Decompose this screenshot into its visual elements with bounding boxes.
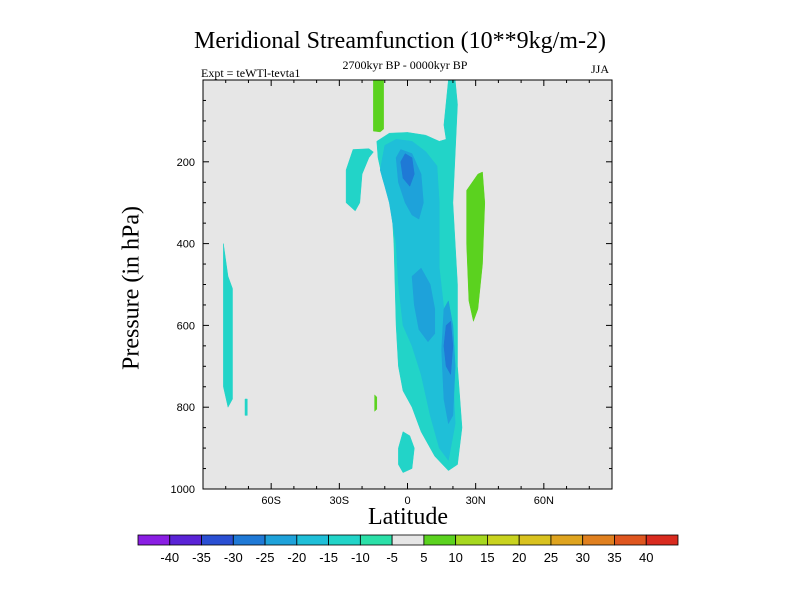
colorbar-box [201,534,234,546]
colorbar-box [487,534,520,546]
colorbar-box [582,534,615,546]
colorbar-label: -35 [192,550,211,565]
x-tick-label: 60S [261,495,281,507]
x-axis-label: Latitude [368,504,448,530]
colorbar-label: -25 [256,550,275,565]
season-label: JJA [591,62,610,76]
colorbar-box [391,534,425,546]
colorbar-box [296,534,329,546]
contour-region-neg-7 [411,267,436,343]
colorbar-label: -15 [319,550,338,565]
colorbar-label: -5 [386,550,398,565]
colorbar-box [455,534,488,546]
y-tick-label: 600 [177,320,195,332]
colorbar-label: 30 [575,550,589,565]
contour-region-pos-12 [466,171,486,322]
contour-region-neg-2 [223,243,233,408]
contour-region-neg-9 [400,153,415,187]
colorbar-box [614,534,647,546]
x-tick-label: 60N [534,495,554,507]
colorbar-label: 25 [544,550,558,565]
colorbar-box [518,534,552,546]
colorbar-box [264,534,298,546]
contour-region-pos-11 [373,79,384,133]
colorbar-box [137,534,171,546]
contour-region-neg-4 [398,431,415,473]
colorbar-label: 20 [512,550,526,565]
colorbar-label: -10 [351,550,370,565]
colorbar-box [169,534,202,546]
period-label: 2700kyr BP - 0000kyr BP [342,58,468,72]
y-tick-label: 200 [177,157,195,169]
colorbar-box [645,534,679,546]
colorbar-box [423,534,457,546]
x-tick-label: 0 [404,495,410,507]
contour-region-neg-10 [443,321,454,375]
x-tick-label: 30N [466,495,486,507]
chart-title: Meridional Streamfunction (10**9kg/m-2) [194,28,606,54]
colorbar-label: 15 [480,550,494,565]
colorbar: -40 -35 -30 -25 -20 -15 -10 -5 5 10 15 20 25 30 35 40 [137,534,679,565]
colorbar-box [359,534,393,546]
y-tick-label: 1000 [171,484,195,496]
colorbar-label: -20 [287,550,306,565]
y-tick-label: 800 [177,402,195,414]
colorbar-label: -30 [224,550,243,565]
colorbar-box [328,534,361,546]
colorbar-box [232,534,266,546]
colorbar-label: 35 [607,550,621,565]
y-tick-label: 400 [177,239,195,251]
contour-plot [203,79,612,489]
colorbar-label: 10 [448,550,462,565]
contour-region-neg-1 [345,148,374,212]
plot-axes: 200 400 600 800 1000 60S 30S 0 30N 60N [171,79,613,507]
experiment-label: Expt = teWTl-tevta1 [201,66,301,80]
colorbar-label: -40 [160,550,179,565]
contour-region-pos-13 [374,394,378,412]
colorbar-label: 40 [639,550,653,565]
colorbar-box [550,534,584,546]
x-tick-label: 30S [330,495,350,507]
colorbar-label: 5 [420,550,427,565]
contour-region-neg-3 [244,398,248,416]
